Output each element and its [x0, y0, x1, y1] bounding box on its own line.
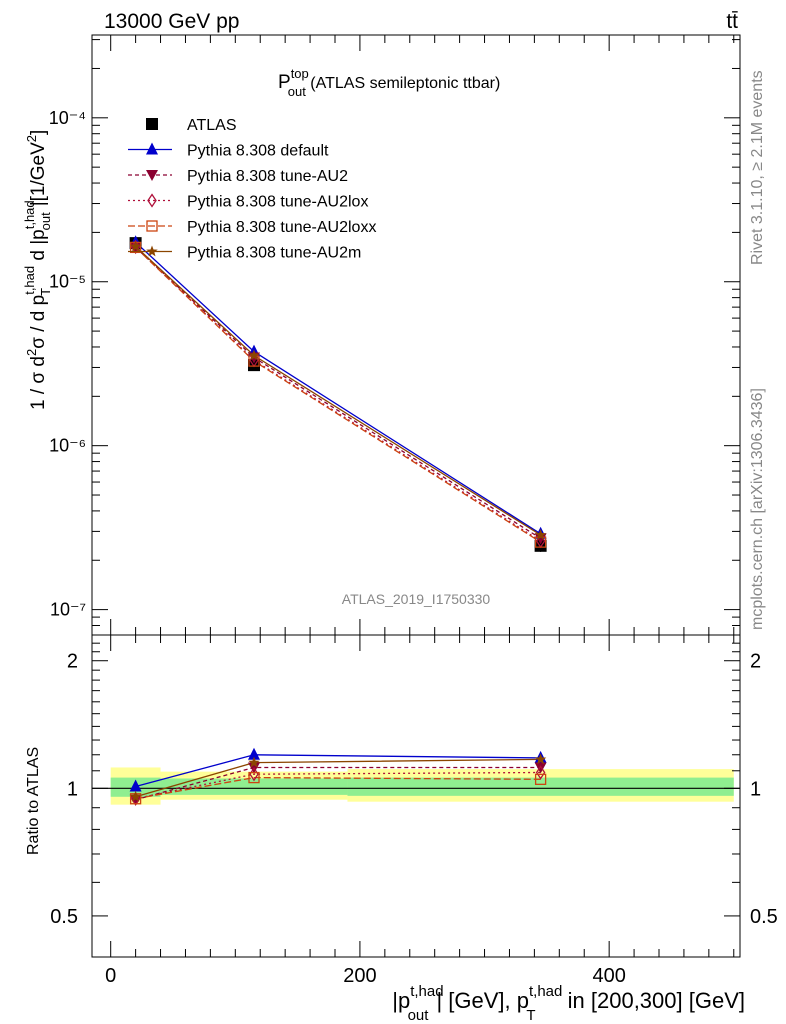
ratio-point-au2m	[248, 756, 260, 768]
legend-label-au2m: Pythia 8.308 tune-AU2m	[187, 245, 361, 262]
ratio-band-inner	[160, 778, 348, 795]
ratio-tick-label: 2	[67, 651, 78, 673]
legend-label-atlas: ATLAS	[187, 117, 237, 134]
main-axis-ticks: 10⁻⁴ 10⁻⁵ 10⁻⁶ 10⁻⁷	[49, 35, 740, 636]
x-axis-label: |pt,had out| [GeV], pt,had T in [200,300] …	[392, 983, 745, 1024]
header-final-state: tt̄	[726, 10, 738, 33]
ratio-frame	[91, 634, 741, 958]
ratio-uncertainty-bands	[110, 767, 734, 805]
legend-marker-default	[146, 142, 158, 155]
legend-marker-au2m	[146, 245, 158, 257]
y-tick-label: 10⁻⁵	[49, 272, 86, 292]
legend-label-au2lox: Pythia 8.308 tune-AU2lox	[187, 194, 368, 211]
ratio-tick-label-right: 0.5	[750, 906, 778, 928]
data-point-au2	[534, 533, 547, 545]
legend-marker-atlas	[146, 118, 158, 130]
ratio-tick-label-right: 1	[750, 778, 761, 800]
legend-marker-au2lox	[147, 193, 157, 208]
series-line-default	[135, 241, 541, 535]
ratio-line-au2lox	[135, 771, 541, 800]
ratio-axis-ticks: 2 2 1 1 0.5 0.5 0 200 400	[50, 634, 778, 987]
x-tick-label: 0	[105, 965, 116, 987]
ratio-point-au2	[534, 762, 547, 774]
ratio-point-au2m	[534, 753, 547, 765]
y-tick-label: 10⁻⁶	[49, 436, 86, 456]
ratio-point-au2lox	[535, 765, 546, 780]
y-tick-label: 10⁻⁴	[49, 108, 86, 128]
x-tick-label: 200	[343, 965, 376, 987]
ratio-tick-label: 1	[67, 778, 78, 800]
y-tick-label: 10⁻⁷	[50, 600, 86, 620]
legend-marker-au2	[146, 170, 158, 181]
x-tick-label: 400	[592, 965, 625, 987]
main-data	[129, 235, 547, 552]
legend-marker-au2loxx	[146, 220, 158, 232]
ratio-point-au2m	[129, 790, 142, 802]
header-process: 13000 GeV pp	[104, 10, 239, 33]
ratio-point-default	[248, 747, 260, 760]
ratio-band-inner	[347, 777, 734, 796]
analysis-id: ATLAS_2019_I1750330	[342, 591, 491, 607]
legend-label-default: Pythia 8.308 default	[187, 143, 329, 160]
legend-label-au2loxx: Pythia 8.308 tune-AU2loxx	[187, 219, 376, 236]
legend: ATLAS Pythia 8.308 default Pythia 8.308 tu…	[128, 117, 376, 262]
ratio-point-au2loxx	[248, 771, 260, 784]
ratio-tick-label-right: 2	[750, 651, 761, 673]
ratio-point-default	[129, 779, 142, 792]
ratio-point-au2loxx	[534, 773, 547, 785]
ratio-data	[92, 747, 740, 806]
rivet-version-label: Rivet 3.1.10, ≥ 2.1M events	[749, 70, 766, 265]
ratio-axis-label: Ratio to ATLAS	[25, 747, 42, 855]
data-point-au2m	[248, 349, 260, 361]
y-axis-label: 1 / σ d2σ / d pt,hadT d |pt,hadout|[1/Ge…	[22, 130, 53, 410]
mcplots-label: mcplots.cern.ch [arXiv:1306.3436]	[749, 388, 766, 630]
series-line-au2loxx	[135, 246, 541, 543]
ratio-tick-label: 0.5	[50, 906, 78, 928]
legend-label-au2: Pythia 8.308 tune-AU2	[187, 168, 348, 185]
ratio-line-au2loxx	[135, 776, 541, 800]
data-point-au2m	[534, 529, 547, 540]
plot-title: Ptop out (ATLAS semileptonic ttbar)	[278, 66, 500, 99]
data-point-au2m	[129, 240, 142, 252]
series-line-au2m	[135, 246, 541, 536]
main-panel: 10⁻⁴ 10⁻⁵ 10⁻⁶ 10⁻⁷ Ptop out (ATLAS semilept…	[22, 34, 741, 636]
ratio-panel: 2 2 1 1 0.5 0.5 0 200 400 Ratio to ATLAS	[25, 634, 778, 987]
